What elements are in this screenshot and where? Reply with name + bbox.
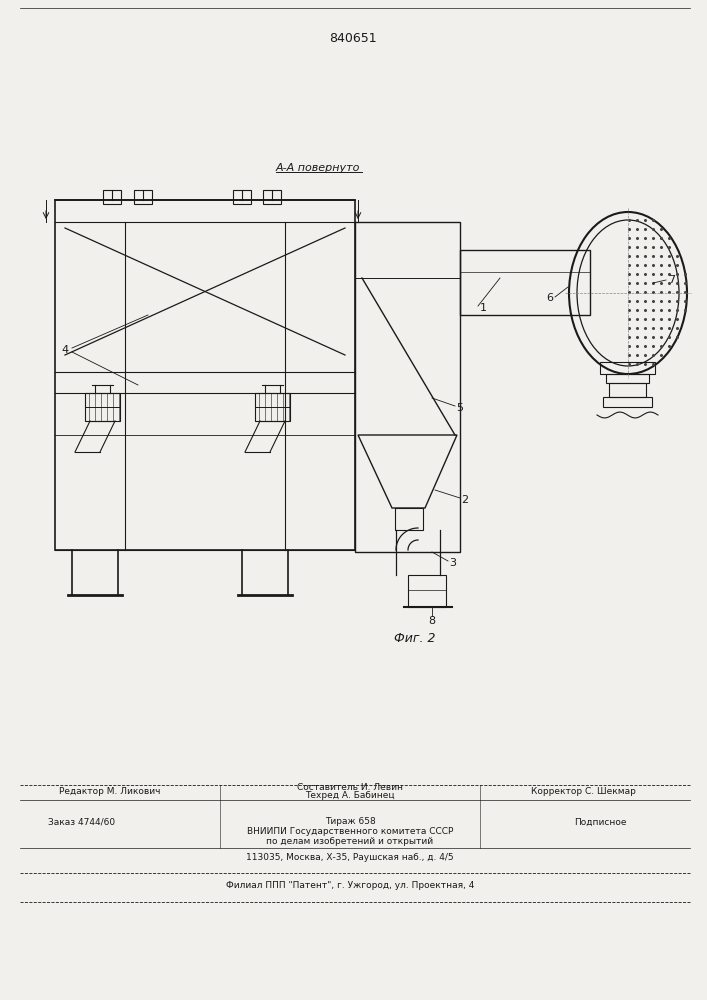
Bar (255, 393, 290, 421)
Text: 3: 3 (450, 558, 457, 568)
Bar (606, 374, 649, 383)
Text: 840651: 840651 (329, 31, 377, 44)
Bar (603, 397, 652, 407)
Text: 4: 4 (62, 345, 69, 355)
Text: 5: 5 (457, 403, 464, 413)
Text: А-А повернуто: А-А повернуто (276, 163, 360, 173)
Bar (408, 575, 446, 607)
Bar (395, 508, 423, 530)
Text: Составитель И. Левин: Составитель И. Левин (297, 782, 403, 792)
Text: 8: 8 (428, 616, 436, 626)
Text: по делам изобретений и открытий: по делам изобретений и открытий (267, 836, 433, 846)
Bar (609, 383, 646, 397)
Text: Техред А. Бабинец: Техред А. Бабинец (305, 792, 395, 800)
Bar (355, 222, 460, 552)
Text: Тираж 658: Тираж 658 (325, 818, 375, 826)
Bar (55, 200, 355, 550)
Bar (263, 190, 281, 204)
Text: Корректор С. Шекмар: Корректор С. Шекмар (530, 786, 636, 796)
Text: 2: 2 (462, 495, 469, 505)
Bar (85, 393, 120, 421)
Text: Подписное: Подписное (574, 818, 626, 826)
Text: 6: 6 (547, 293, 554, 303)
Text: 1: 1 (479, 303, 486, 313)
Text: 113035, Москва, Х-35, Раушская наб., д. 4/5: 113035, Москва, Х-35, Раушская наб., д. … (246, 854, 454, 862)
Bar (233, 190, 251, 204)
Text: Филиал ППП "Патент", г. Ужгород, ул. Проектная, 4: Филиал ППП "Патент", г. Ужгород, ул. Про… (226, 880, 474, 890)
Bar (600, 362, 655, 374)
Bar (134, 190, 152, 204)
Text: Фиг. 2: Фиг. 2 (395, 632, 436, 645)
Text: ВНИИПИ Государственного комитета СССР: ВНИИПИ Государственного комитета СССР (247, 828, 453, 836)
Bar (460, 250, 590, 315)
Text: Редактор М. Ликович: Редактор М. Ликович (59, 786, 160, 796)
Text: 7: 7 (668, 275, 676, 285)
Bar (103, 190, 121, 204)
Text: Заказ 4744/60: Заказ 4744/60 (49, 818, 115, 826)
